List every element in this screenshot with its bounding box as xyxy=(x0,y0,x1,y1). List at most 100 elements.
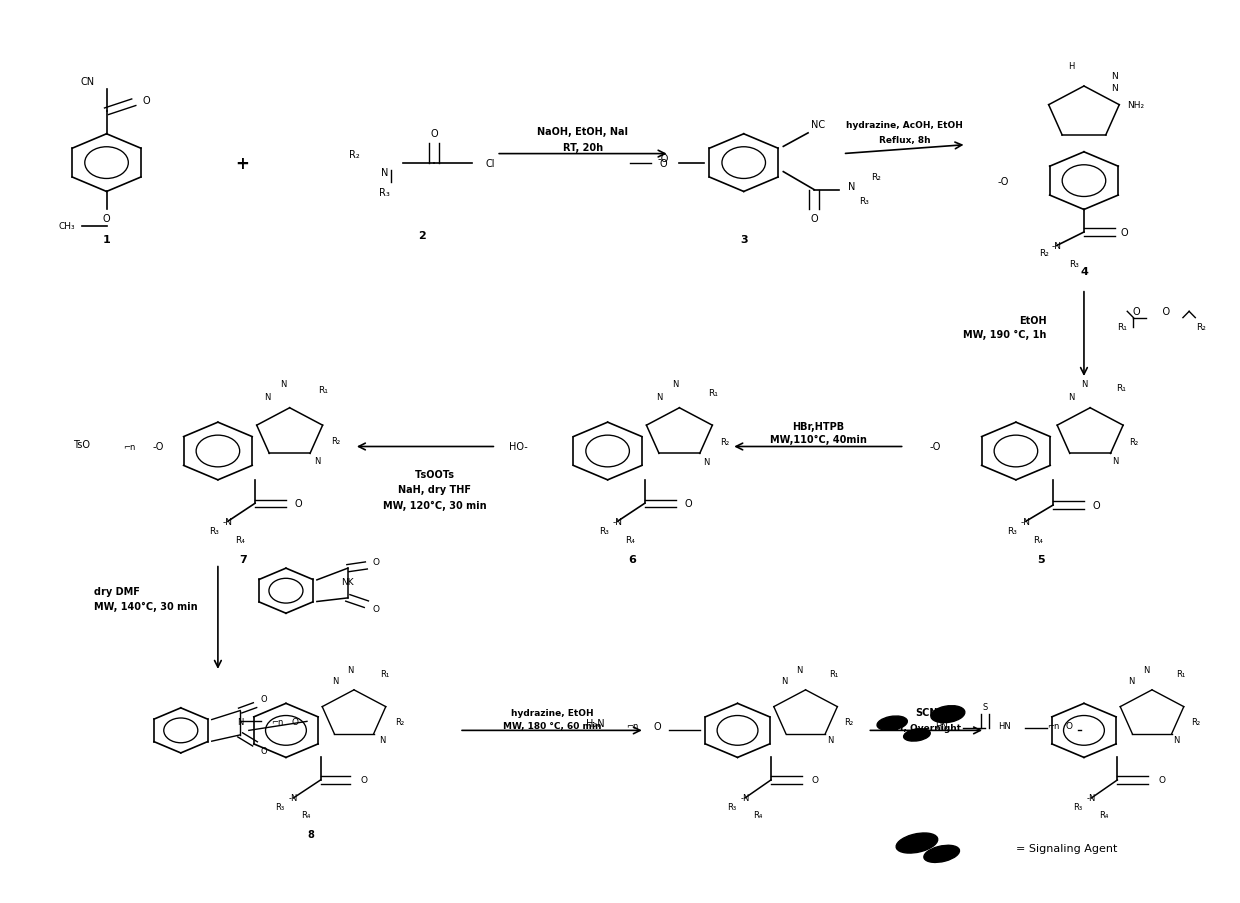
Text: Reflux, 8h: Reflux, 8h xyxy=(879,135,930,144)
Text: N: N xyxy=(264,393,270,402)
Text: O: O xyxy=(660,158,667,169)
Text: R₁: R₁ xyxy=(1117,322,1127,331)
Text: R₂: R₂ xyxy=(396,717,404,726)
Text: N: N xyxy=(379,735,386,744)
Text: R₃: R₃ xyxy=(379,188,391,198)
Text: NH₂: NH₂ xyxy=(1127,100,1145,109)
Text: N: N xyxy=(381,167,388,177)
Text: TsO⁠⁠⁠⁠OTs: TsO⁠⁠⁠⁠OTs xyxy=(415,469,454,479)
Text: H₂N: H₂N xyxy=(587,719,605,729)
Text: HN: HN xyxy=(935,721,949,731)
Text: hydrazine, EtOH: hydrazine, EtOH xyxy=(511,708,593,717)
Text: NK: NK xyxy=(341,578,355,587)
Text: O: O xyxy=(295,498,303,508)
Text: R₄: R₄ xyxy=(753,810,763,819)
Text: O: O xyxy=(684,498,692,508)
Text: N: N xyxy=(280,379,286,388)
Text: ⌐n: ⌐n xyxy=(272,717,284,726)
Text: N: N xyxy=(1142,665,1149,674)
Text: R₄: R₄ xyxy=(301,810,310,819)
Text: O: O xyxy=(373,558,379,567)
Text: 4: 4 xyxy=(1080,266,1087,276)
Text: Cl: Cl xyxy=(485,158,495,169)
Text: R₂: R₂ xyxy=(720,438,729,447)
Text: O: O xyxy=(260,746,267,755)
Text: HO-: HO- xyxy=(510,442,528,452)
Text: N: N xyxy=(848,182,856,191)
Text: O: O xyxy=(1158,776,1166,785)
Text: R₂: R₂ xyxy=(844,717,853,726)
Text: N: N xyxy=(827,735,833,744)
Text: O: O xyxy=(143,97,150,107)
Ellipse shape xyxy=(897,833,937,853)
Text: ⌐n: ⌐n xyxy=(123,442,135,452)
Text: O: O xyxy=(361,776,367,785)
Text: R₃: R₃ xyxy=(1073,803,1083,812)
Text: N: N xyxy=(1081,379,1087,388)
Text: H: H xyxy=(1069,61,1075,70)
Text: ⌐n: ⌐n xyxy=(1047,721,1059,731)
Text: -N: -N xyxy=(1021,517,1030,526)
Ellipse shape xyxy=(924,845,960,862)
Text: +: + xyxy=(236,154,249,172)
Text: N: N xyxy=(1173,735,1180,744)
Text: -O: -O xyxy=(153,442,164,452)
Text: SCN: SCN xyxy=(915,708,939,718)
Text: R₁: R₁ xyxy=(1116,384,1126,393)
Text: N: N xyxy=(1111,71,1118,80)
Ellipse shape xyxy=(877,716,908,731)
Text: O: O xyxy=(103,214,110,224)
Text: R₁: R₁ xyxy=(830,669,838,678)
Text: MW, 120°C, 30 min: MW, 120°C, 30 min xyxy=(383,500,486,510)
Text: -O: -O xyxy=(657,154,670,164)
Text: R₁: R₁ xyxy=(708,388,718,397)
Text: O: O xyxy=(1121,228,1128,237)
Text: HBr,HTPB: HBr,HTPB xyxy=(792,422,844,432)
Text: 8: 8 xyxy=(308,829,314,839)
Text: 6: 6 xyxy=(629,554,636,564)
Text: R₂: R₂ xyxy=(1039,249,1049,258)
Text: R₂: R₂ xyxy=(1197,322,1207,331)
Text: R₂: R₂ xyxy=(1190,717,1200,726)
Text: MW, 180 °C, 60 min: MW, 180 °C, 60 min xyxy=(502,721,601,731)
Text: dry DMF: dry DMF xyxy=(94,586,140,596)
Text: EtOH: EtOH xyxy=(1019,316,1047,326)
Text: R₄: R₄ xyxy=(1099,810,1109,819)
Text: N: N xyxy=(796,665,802,674)
Text: O: O xyxy=(653,721,661,731)
Text: O       O: O O xyxy=(1133,307,1171,317)
Text: 2: 2 xyxy=(418,230,425,240)
Text: hydrazine, AcOH, EtOH: hydrazine, AcOH, EtOH xyxy=(846,121,963,130)
Text: N: N xyxy=(237,717,243,726)
Text: TsO: TsO xyxy=(73,439,91,450)
Text: ⌐n: ⌐n xyxy=(626,721,639,731)
Text: O: O xyxy=(430,129,438,139)
Text: R₂: R₂ xyxy=(872,172,882,182)
Text: R₁: R₁ xyxy=(319,386,329,395)
Text: O: O xyxy=(291,717,298,726)
Text: R₄: R₄ xyxy=(236,535,246,545)
Text: N: N xyxy=(781,676,787,685)
Text: N: N xyxy=(1111,84,1118,93)
Text: R₂: R₂ xyxy=(1128,438,1138,447)
Text: MW, 140°C, 30 min: MW, 140°C, 30 min xyxy=(94,601,198,611)
Text: -O: -O xyxy=(998,176,1009,186)
Text: 3: 3 xyxy=(740,235,748,245)
Text: N: N xyxy=(1112,456,1118,465)
Text: O: O xyxy=(373,604,379,613)
Text: N: N xyxy=(656,393,662,402)
Text: NaOH, EtOH, NaI: NaOH, EtOH, NaI xyxy=(537,127,629,137)
Text: R₁: R₁ xyxy=(1176,669,1185,678)
Text: N: N xyxy=(703,458,709,467)
Text: R₃: R₃ xyxy=(727,803,735,812)
Text: NaH, dry THF: NaH, dry THF xyxy=(398,484,471,494)
Text: N: N xyxy=(1128,676,1135,685)
Text: R₃: R₃ xyxy=(859,197,869,206)
Text: RT, Overnight: RT, Overnight xyxy=(893,723,961,732)
Text: NC: NC xyxy=(811,120,825,130)
Text: RT, 20h: RT, 20h xyxy=(563,144,603,154)
Text: -N: -N xyxy=(613,517,622,526)
Ellipse shape xyxy=(904,729,930,741)
Text: N: N xyxy=(347,665,353,674)
Text: O: O xyxy=(260,694,267,703)
